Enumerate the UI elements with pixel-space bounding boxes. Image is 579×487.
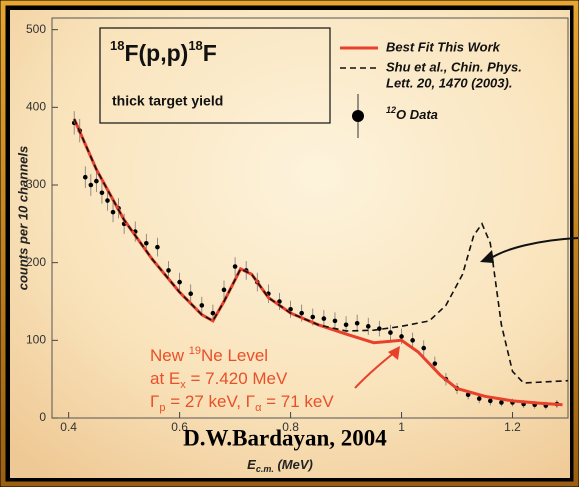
legend-label: Best Fit This Work	[386, 39, 501, 54]
data-point	[221, 287, 227, 293]
x-tick-label: 0.6	[171, 420, 188, 434]
data-point	[310, 314, 316, 320]
box-title: 18F(p,p)18F	[110, 38, 217, 66]
legend-label: 12O Data	[386, 105, 438, 122]
data-point	[343, 322, 349, 328]
data-point	[88, 182, 94, 188]
x-tick-label: 1	[398, 420, 405, 434]
x-tick-label: 0.4	[60, 420, 77, 434]
plot-background	[10, 10, 570, 478]
annotation-line: at Ex = 7.420 MeV	[150, 369, 288, 390]
data-point	[105, 198, 110, 203]
data-point	[388, 330, 393, 335]
data-point	[354, 320, 360, 326]
annotation-line: New 19Ne Level	[150, 345, 268, 366]
data-point	[332, 318, 338, 324]
marks: 0 100 200 300 400 500 0.4 0.6 0.8 1 1.2	[26, 22, 569, 434]
data-point	[232, 264, 238, 269]
data-point	[432, 361, 438, 366]
legend-text: O Data	[396, 107, 438, 122]
data-point	[144, 240, 149, 246]
peak-arrowhead	[480, 250, 494, 263]
legend-label: Shu et al., Chin. Phys.	[386, 59, 522, 74]
data-point	[476, 396, 482, 401]
y-tick-label: 500	[26, 22, 46, 36]
y-axis-label: counts per 10 channels	[15, 146, 30, 291]
annotation-part: 19	[189, 345, 201, 357]
data-point	[410, 338, 415, 343]
data-point	[488, 398, 493, 404]
data-point	[499, 400, 504, 405]
annotation-part: p	[159, 402, 165, 414]
annotation-part: = 7.420 MeV	[186, 369, 288, 388]
y-tick-label: 200	[26, 255, 46, 269]
annotation-part: = 71 keV	[261, 392, 334, 411]
title-box	[99, 27, 331, 124]
y-tick-label: 300	[26, 177, 46, 191]
data-point	[321, 316, 327, 321]
data-point	[99, 190, 105, 196]
box-subtitle: thick target yield	[112, 93, 223, 109]
data-point	[421, 345, 427, 351]
legend: Best Fit This Work Shu et al., Chin. Phys…	[340, 39, 522, 138]
data-point	[82, 174, 88, 180]
legend-sup: 12	[386, 105, 396, 115]
data-point	[166, 268, 171, 273]
annotation-part: α	[255, 402, 262, 414]
legend-marker	[352, 110, 364, 122]
data-point	[188, 291, 194, 297]
annotation-line: Γp = 27 keV, Γα = 71 keV	[150, 392, 334, 413]
annotation-part: = 27 keV, Γ	[166, 392, 256, 411]
level-arrowhead	[388, 346, 400, 360]
x-tick-label: 1.2	[504, 420, 521, 434]
peak-arrow	[487, 237, 579, 261]
x-axis-label: Ec.m. (MeV)	[247, 457, 313, 474]
credit: D.W.Bardayan, 2004	[183, 425, 387, 450]
x-tick-label: 0.8	[282, 420, 299, 434]
data-point	[199, 303, 205, 308]
data-point	[177, 279, 182, 285]
y-tick-label: 400	[26, 99, 46, 113]
annotation-part: Γ	[150, 392, 159, 411]
plot-frame	[51, 17, 569, 419]
data-point	[465, 392, 471, 397]
data-point	[210, 310, 216, 316]
data-point	[365, 324, 371, 329]
y-tick-label: 100	[26, 333, 46, 347]
annotation-part: at E	[150, 369, 180, 388]
data-point	[277, 299, 282, 304]
annotation-part: x	[180, 379, 186, 391]
annotation-part: Ne Level	[201, 346, 268, 365]
data-point	[94, 178, 99, 184]
data-point	[399, 334, 404, 339]
legend-label: Lett. 20, 1470 (2003).	[386, 75, 512, 90]
annotation-part: New	[150, 346, 189, 365]
data-point	[288, 306, 293, 312]
y-tick-label: 0	[39, 410, 46, 424]
data-point	[299, 310, 304, 316]
data-point	[110, 209, 116, 215]
data-point	[155, 244, 160, 250]
